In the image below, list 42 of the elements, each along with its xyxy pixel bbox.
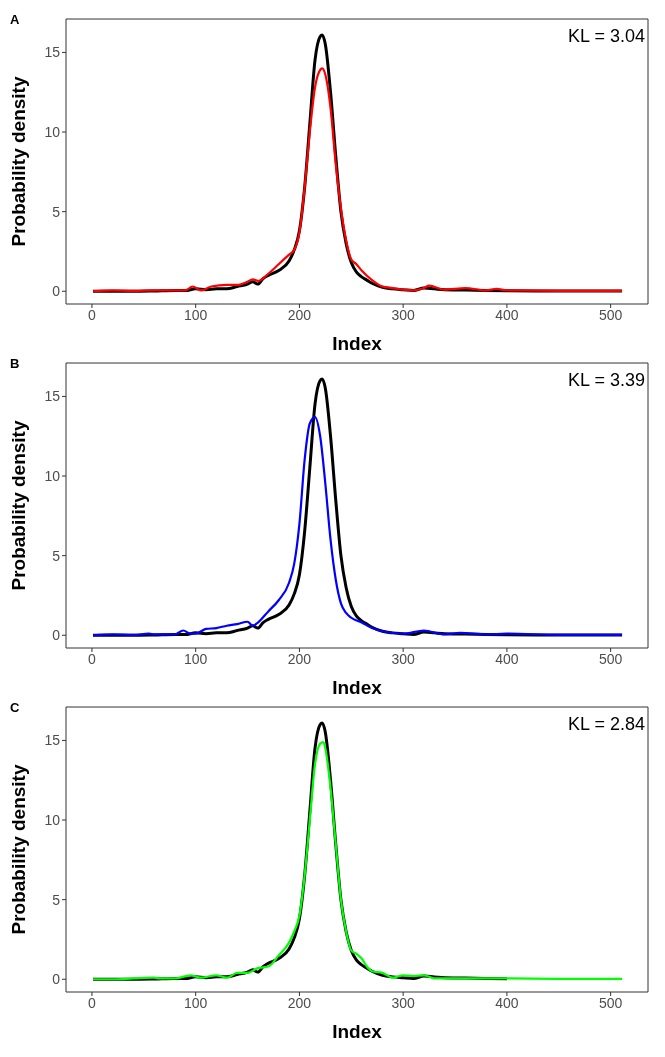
x-tick-label: 100 bbox=[184, 994, 208, 1011]
chart-title: A bbox=[10, 12, 20, 27]
y-axis-title: Probability density bbox=[7, 76, 29, 247]
y-tick-label: 0 bbox=[52, 283, 61, 300]
x-tick-label: 200 bbox=[287, 994, 312, 1011]
y-tick-label: 5 bbox=[52, 203, 61, 220]
y-tick-label: 15 bbox=[44, 732, 61, 749]
x-tick-label: 500 bbox=[598, 994, 623, 1011]
y-tick-label: 5 bbox=[52, 891, 61, 908]
x-tick-label: 400 bbox=[495, 306, 519, 323]
chart-title: B bbox=[10, 356, 20, 371]
x-tick-label: 0 bbox=[88, 650, 97, 667]
x-tick-label: 400 bbox=[495, 994, 519, 1011]
x-tick-label: 300 bbox=[391, 650, 416, 667]
x-tick-label: 200 bbox=[287, 650, 312, 667]
y-axis-title: Probability density bbox=[7, 420, 29, 591]
y-axis-title: Probability density bbox=[7, 764, 29, 935]
x-tick-label: 500 bbox=[598, 306, 623, 323]
x-axis-title: Index bbox=[332, 677, 383, 698]
y-tick-label: 0 bbox=[52, 627, 61, 644]
x-tick-label: 400 bbox=[495, 650, 519, 667]
x-tick-label: 100 bbox=[184, 650, 208, 667]
x-tick-label: 0 bbox=[88, 994, 97, 1011]
x-axis-title: Index bbox=[332, 333, 383, 354]
x-tick-label: 200 bbox=[287, 306, 312, 323]
y-tick-label: 15 bbox=[44, 388, 61, 405]
x-tick-label: 300 bbox=[391, 994, 416, 1011]
x-tick-label: 100 bbox=[184, 306, 208, 323]
x-tick-label: 0 bbox=[88, 306, 97, 323]
annotation: KL = 2.84 bbox=[568, 714, 645, 735]
y-tick-label: 10 bbox=[44, 812, 61, 829]
y-tick-label: 10 bbox=[44, 124, 61, 141]
x-tick-label: 500 bbox=[598, 650, 623, 667]
annotation: KL = 3.04 bbox=[568, 26, 645, 47]
y-tick-label: 5 bbox=[52, 547, 61, 564]
annotation: KL = 3.39 bbox=[568, 370, 645, 391]
x-tick-label: 300 bbox=[391, 306, 416, 323]
y-tick-label: 0 bbox=[52, 971, 61, 988]
y-tick-label: 10 bbox=[44, 468, 61, 485]
x-axis-title: Index bbox=[332, 1021, 383, 1042]
y-tick-label: 15 bbox=[44, 44, 61, 61]
chart-title: C bbox=[10, 700, 20, 715]
